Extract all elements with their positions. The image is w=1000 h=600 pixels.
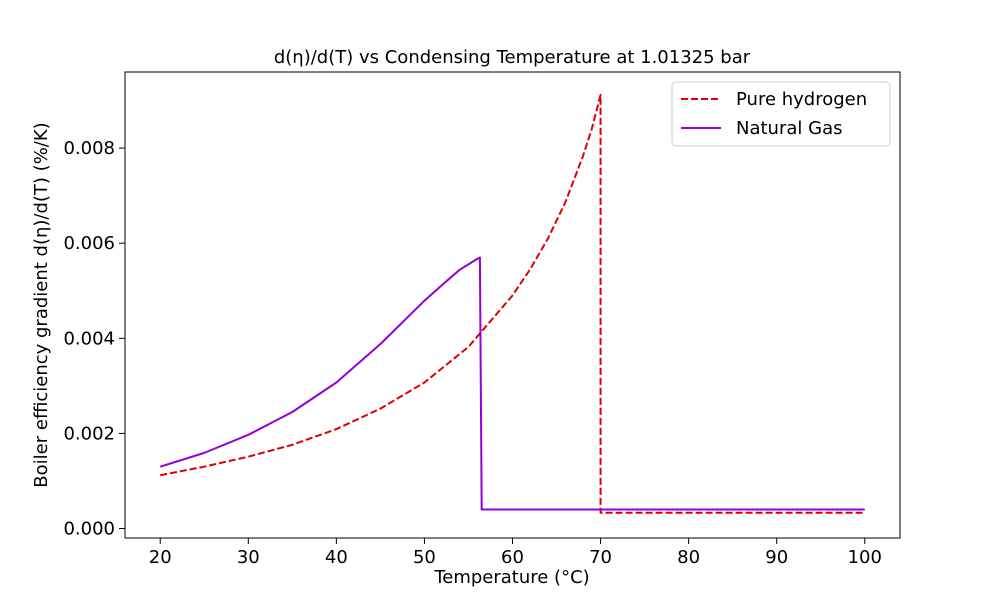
y-tick-label: 0.008: [63, 138, 115, 159]
x-tick-label: 90: [765, 547, 788, 568]
y-tick-label: 0.000: [63, 518, 115, 539]
legend-label: Pure hydrogen: [736, 89, 867, 110]
x-tick-label: 60: [501, 547, 524, 568]
y-tick-label: 0.006: [63, 233, 115, 254]
y-axis-label: Boiler efficiency gradient d(η)/d(T) (%/…: [31, 122, 52, 487]
legend-box: [671, 81, 891, 147]
series-line-1: [159, 256, 865, 511]
x-axis-label: Temperature (°C): [433, 567, 589, 588]
series-layer: [159, 93, 865, 514]
x-tick-label: 80: [677, 547, 700, 568]
legend-label: Natural Gas: [736, 118, 842, 139]
x-tick-label: 70: [589, 547, 612, 568]
y-tick-label: 0.004: [63, 328, 115, 349]
y-tick-label: 0.002: [63, 423, 115, 444]
x-tick-label: 40: [325, 547, 348, 568]
chart-title: d(η)/d(T) vs Condensing Temperature at 1…: [274, 47, 751, 68]
series-line-0: [160, 93, 865, 514]
x-tick-label: 30: [237, 547, 260, 568]
y-axis: 0.000 0.002 0.004 0.006 0.008: [63, 138, 125, 539]
x-tick-label: 20: [149, 547, 172, 568]
x-axis: 20 30 40 50 60 70 80 90 100: [149, 538, 882, 568]
x-tick-label: 100: [848, 547, 882, 568]
legend: Pure hydrogen Natural Gas: [671, 81, 891, 147]
x-tick-label: 50: [413, 547, 436, 568]
